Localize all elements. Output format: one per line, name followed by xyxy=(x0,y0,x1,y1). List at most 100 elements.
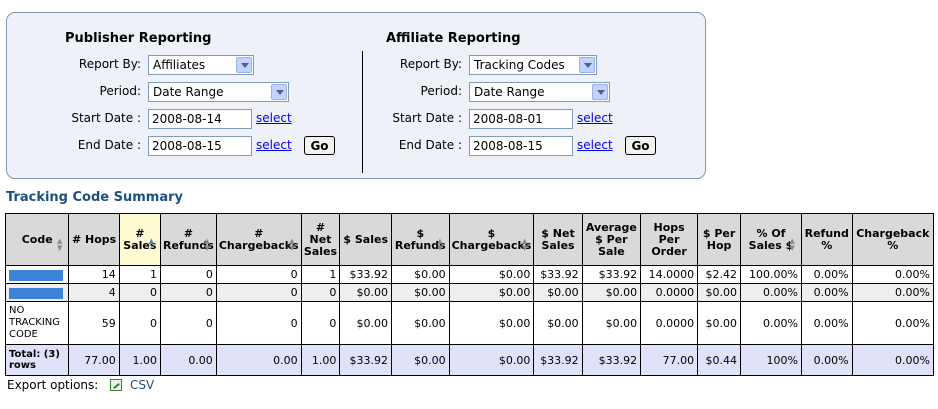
tracking-code-cell xyxy=(4,283,70,302)
table-cell: 100% xyxy=(740,344,802,376)
table-cell: $0.00 xyxy=(448,283,535,302)
table-cell: $0.00 xyxy=(697,283,742,302)
column-header-per-hop[interactable]: $ Per Hop xyxy=(697,213,742,266)
table-cell: 0.00% xyxy=(800,344,853,376)
export-csv-link[interactable]: CSV xyxy=(130,378,155,392)
table-cell: $0.00 xyxy=(391,283,450,302)
column-header-dollar-net-sales[interactable]: $ Net Sales xyxy=(533,213,583,266)
affiliate-start-date-select-link[interactable]: select xyxy=(577,111,613,125)
chevron-down-icon xyxy=(271,84,287,100)
table-cell: 59 xyxy=(68,301,120,345)
table-cell: 1.00 xyxy=(300,344,341,376)
table-cell: 0.00% xyxy=(740,301,802,345)
publisher-end-date-label: End Date : xyxy=(77,138,141,152)
table-cell: $33.92 xyxy=(339,344,392,376)
affiliate-reporting-title: Affiliate Reporting xyxy=(386,31,521,46)
publisher-report-by-value: Affiliates xyxy=(153,58,206,72)
publisher-end-date-input[interactable]: 2008-08-15 xyxy=(148,136,252,156)
reporting-filter-panel: Publisher Reporting Report By: Affiliate… xyxy=(6,12,706,179)
chevron-down-icon xyxy=(579,57,595,73)
column-header-sales[interactable]: # Sales ▲ xyxy=(118,213,162,266)
table-cell: 0 xyxy=(215,301,302,345)
publisher-go-button[interactable]: Go xyxy=(304,136,335,155)
table-cell: 0 xyxy=(118,301,162,345)
table-cell: $0.00 xyxy=(581,283,642,302)
column-header-chargeback-percent[interactable]: Chargeback % xyxy=(851,213,935,266)
redacted-tracking-code-link[interactable] xyxy=(9,287,63,299)
affiliate-end-date-label: End Date : xyxy=(398,138,462,152)
table-cell: $0.00 xyxy=(448,265,535,284)
table-total-row: Total: (3) rows 77.00 1.00 0.00 0.00 1.0… xyxy=(4,344,935,376)
sort-arrow-icon: ▲ ▼ xyxy=(57,237,63,252)
tracking-code-summary-title: Tracking Code Summary xyxy=(6,190,184,205)
column-header-average-per-sale[interactable]: Average $ Per Sale xyxy=(581,213,642,266)
table-cell: 0.00 xyxy=(160,344,217,376)
table-cell: 77.00 xyxy=(640,344,699,376)
table-cell: $0.00 xyxy=(339,283,392,302)
table-cell: 0 xyxy=(215,283,302,302)
affiliate-report-by-label: Report By: xyxy=(399,57,462,71)
table-cell: $0.00 xyxy=(391,301,450,345)
publisher-period-select[interactable]: Date Range xyxy=(148,82,289,102)
table-cell: 0.00% xyxy=(800,265,853,284)
column-header-refund-percent[interactable]: Refund % xyxy=(800,213,853,266)
publisher-start-date-label: Start Date : xyxy=(71,111,141,125)
affiliate-report-by-value: Tracking Codes xyxy=(474,58,565,72)
publisher-report-by-select[interactable]: Affiliates xyxy=(148,55,254,75)
publisher-end-date-select-link[interactable]: select xyxy=(256,138,292,152)
sort-arrow-icon: ▲ ▼ xyxy=(204,237,210,252)
table-cell: 0 xyxy=(160,265,217,284)
table-cell: $0.00 xyxy=(697,301,742,345)
export-options: Export options: CSV xyxy=(7,378,154,392)
affiliate-report-by-select[interactable]: Tracking Codes xyxy=(469,55,597,75)
affiliate-period-select[interactable]: Date Range xyxy=(469,82,610,102)
publisher-period-label: Period: xyxy=(99,84,141,98)
affiliate-period-label: Period: xyxy=(420,84,462,98)
sort-arrow-icon: ▲ ▼ xyxy=(289,237,295,252)
affiliate-go-button[interactable]: Go xyxy=(625,136,656,155)
publisher-reporting-title: Publisher Reporting xyxy=(65,31,212,46)
sort-arrow-icon: ▲ ▼ xyxy=(521,237,528,252)
total-rows-label: Total: (3) rows xyxy=(9,349,60,371)
publisher-start-date-input[interactable]: 2008-08-14 xyxy=(148,109,252,129)
table-cell: 100.00% xyxy=(740,265,802,284)
table-cell: $0.00 xyxy=(391,344,450,376)
column-header-hops-per-order[interactable]: Hops Per Order xyxy=(640,213,699,266)
affiliate-start-date-input[interactable]: 2008-08-01 xyxy=(469,109,573,129)
column-header-net-sales[interactable]: # Net Sales xyxy=(300,213,341,266)
column-header-hops[interactable]: # Hops xyxy=(68,213,120,266)
table-row: 14 1 0 0 1 $33.92 $0.00 $0.00 $33.92 $33… xyxy=(4,265,935,284)
column-header-dollar-chargebacks[interactable]: $ Chargebacks ▲ ▼ xyxy=(448,213,535,266)
csv-file-icon[interactable] xyxy=(110,379,123,391)
column-header-dollar-refunds[interactable]: $ Refunds ▲ ▼ xyxy=(391,213,450,266)
table-cell: 14.0000 xyxy=(640,265,699,284)
table-cell: 0.0000 xyxy=(640,283,699,302)
column-header-refunds[interactable]: # Refunds ▲ ▼ xyxy=(160,213,217,266)
sort-arrow-icon: ▲ xyxy=(148,237,154,245)
chevron-down-icon xyxy=(592,84,608,100)
column-header-dollar-sales[interactable]: $ Sales xyxy=(339,213,392,266)
sort-arrow-icon: ▲ ▼ xyxy=(437,237,443,252)
table-cell: $0.00 xyxy=(581,301,642,345)
table-cell: 0.00% xyxy=(740,283,802,302)
table-cell: 0 xyxy=(215,265,302,284)
publisher-start-date-select-link[interactable]: select xyxy=(256,111,292,125)
table-cell: 4 xyxy=(68,283,120,302)
affiliate-period-value: Date Range xyxy=(474,85,545,99)
column-header-percent-of-sales[interactable]: % Of Sales $ ▲ ▼ xyxy=(740,213,802,266)
table-cell: $0.00 xyxy=(339,301,392,345)
column-header-chargebacks[interactable]: # Chargebacks ▲ ▼ xyxy=(215,213,302,266)
column-header-code[interactable]: Code ▲ ▼ xyxy=(4,213,70,266)
table-cell: $33.92 xyxy=(339,265,392,284)
affiliate-end-date-select-link[interactable]: select xyxy=(577,138,613,152)
table-cell: $2.42 xyxy=(697,265,742,284)
total-label-cell: Total: (3) rows xyxy=(4,344,70,376)
table-cell: 1 xyxy=(118,265,162,284)
affiliate-end-date-input[interactable]: 2008-08-15 xyxy=(469,136,573,156)
table-cell: $0.44 xyxy=(697,344,742,376)
table-cell: 0.00% xyxy=(851,265,935,284)
table-cell: 0.00% xyxy=(851,301,935,345)
table-cell: $33.92 xyxy=(533,265,583,284)
redacted-tracking-code-link[interactable] xyxy=(9,269,63,281)
publisher-period-value: Date Range xyxy=(153,85,224,99)
